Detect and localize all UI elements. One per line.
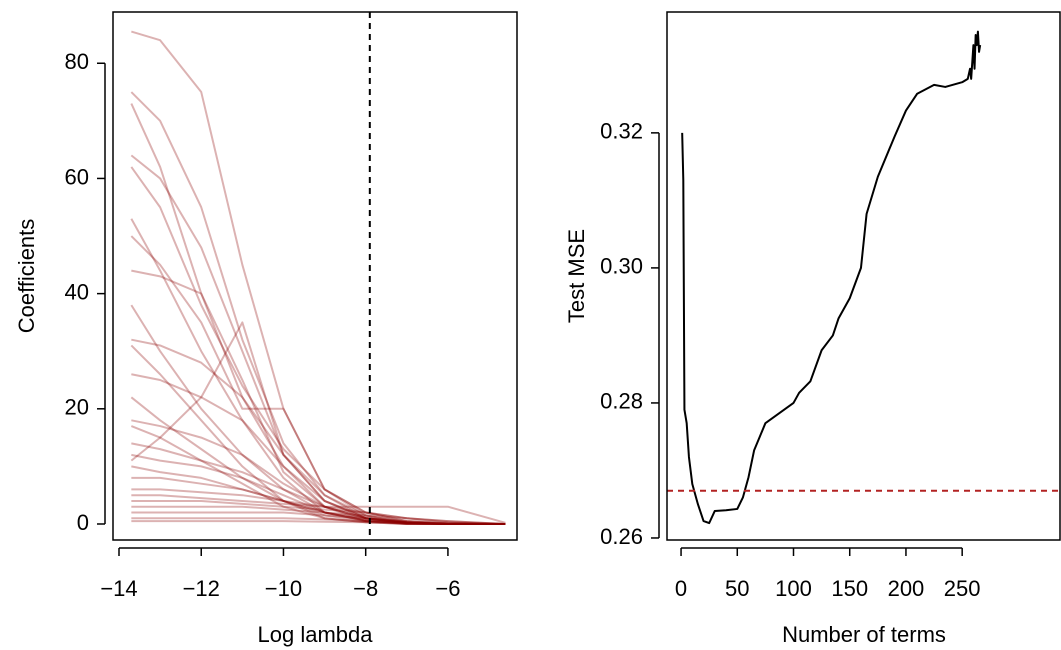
plot-frame (112, 11, 518, 541)
data-line (681, 30, 982, 525)
x-tick-label: −8 (353, 576, 378, 601)
y-tick-label: 0.32 (600, 119, 643, 144)
x-tick-label: −10 (265, 576, 302, 601)
x-tick-label: −12 (183, 576, 220, 601)
data-line (130, 304, 506, 525)
x-axis-title: Log lambda (258, 622, 374, 647)
x-tick-label: −6 (435, 576, 460, 601)
x-tick-label: 250 (944, 576, 981, 601)
plot-frame (666, 11, 1061, 541)
data-line (130, 91, 506, 525)
data-line (130, 396, 506, 525)
data-line (130, 154, 506, 525)
x-tick-label: 200 (888, 576, 925, 601)
y-tick-label: 40 (65, 279, 89, 304)
data-line (130, 235, 506, 525)
data-line (131, 476, 506, 525)
data-line (131, 419, 506, 525)
data-line (131, 494, 506, 524)
x-tick-label: 100 (775, 576, 812, 601)
data-line (130, 218, 506, 525)
data-line (131, 465, 506, 525)
y-tick-label: 0.28 (600, 389, 643, 414)
data-line (130, 321, 506, 525)
data-line (131, 499, 506, 525)
data-line (131, 488, 506, 525)
x-tick-label: 50 (725, 576, 749, 601)
data-line (131, 338, 506, 525)
y-tick-label: 80 (65, 49, 89, 74)
data-line (131, 511, 506, 525)
data-line (131, 453, 506, 525)
y-tick-label: 0 (77, 510, 89, 535)
x-tick-label: 150 (831, 576, 868, 601)
y-tick-label: 0.26 (600, 524, 643, 549)
data-line (130, 425, 506, 525)
data-line (131, 373, 506, 525)
data-line (131, 269, 506, 525)
x-tick-label: 0 (675, 576, 687, 601)
data-line (130, 166, 506, 525)
y-axis-title: Test MSE (564, 229, 589, 323)
data-line (131, 442, 506, 525)
x-tick-label: −14 (100, 576, 137, 601)
x-axis-title: Number of terms (782, 622, 946, 647)
data-line (131, 520, 506, 525)
y-axis-title: Coefficients (14, 219, 39, 334)
data-line (130, 103, 506, 525)
y-tick-label: 60 (65, 164, 89, 189)
data-line (131, 517, 506, 525)
data-line (130, 344, 506, 525)
data-line (131, 30, 506, 525)
y-tick-label: 0.30 (600, 254, 643, 279)
y-tick-label: 20 (65, 395, 89, 420)
data-line (131, 505, 506, 525)
